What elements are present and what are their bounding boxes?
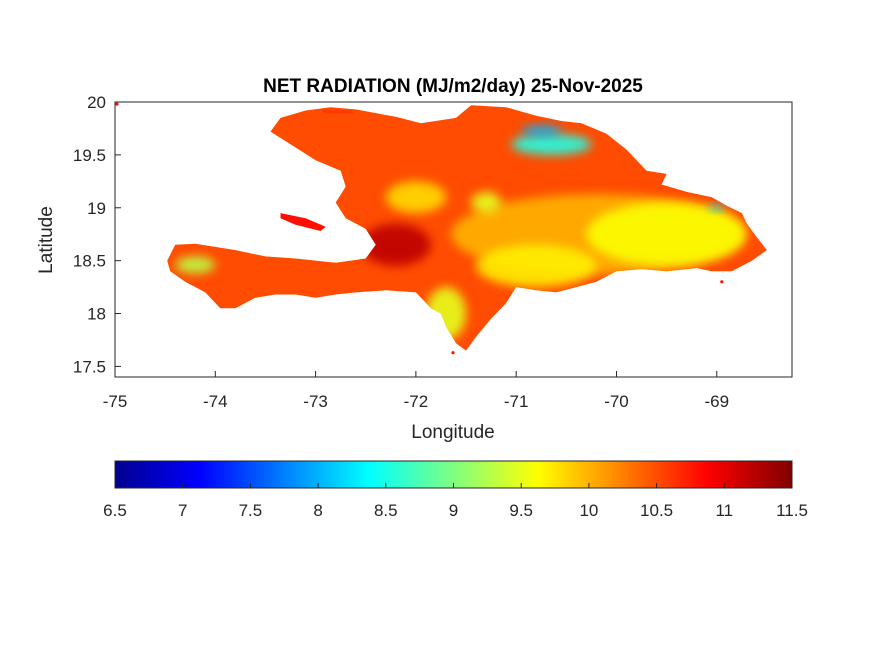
patch-8 <box>471 191 502 214</box>
colorbar-tick-label: 8.5 <box>374 501 398 520</box>
colorbar-tick-label: 6.5 <box>103 501 127 520</box>
colorbar-tick-label: 7.5 <box>239 501 263 520</box>
patch-4 <box>511 133 592 155</box>
y-axis-label: Latitude <box>36 206 57 274</box>
colorbar-tick-label: 11.5 <box>776 501 808 520</box>
region-1 <box>280 213 326 231</box>
y-tick-label: 18.5 <box>73 252 106 271</box>
plot-frame <box>114 101 793 378</box>
y-tick-label: 20 <box>87 93 106 112</box>
x-tick-label: -69 <box>704 392 729 411</box>
colorbar-tick-label: 9 <box>449 501 458 520</box>
patch-7 <box>385 181 446 214</box>
speck-1 <box>451 351 455 355</box>
speck-2 <box>720 280 724 284</box>
x-tick-label: -70 <box>604 392 629 411</box>
colorbar-tick-label: 10 <box>579 501 598 520</box>
y-axis: 17.5 18 18.5 19 19.5 20 <box>73 93 121 376</box>
region-2 <box>320 109 356 114</box>
x-tick-label: -74 <box>203 392 228 411</box>
colorbar-ticks: 6.5 7 7.5 8 8.5 9 9.5 10 10.5 11 11.5 <box>103 483 808 520</box>
heatmap-area <box>115 102 767 355</box>
patch-3 <box>425 287 467 340</box>
x-axis: -75 -74 -73 -72 -71 -70 -69 <box>103 371 729 411</box>
y-tick-label: 17.5 <box>73 357 106 376</box>
colorbar-tick-label: 9.5 <box>509 501 533 520</box>
colorbar-tick-label: 7 <box>178 501 187 520</box>
x-tick-label: -71 <box>504 392 529 411</box>
colorbar <box>114 460 793 489</box>
x-tick-label: -73 <box>303 392 328 411</box>
patch-9 <box>175 256 216 274</box>
patch-2 <box>476 244 597 288</box>
patch-1 <box>586 202 747 266</box>
y-tick-label: 19 <box>87 199 106 218</box>
speck-0 <box>115 102 119 106</box>
patch-5 <box>521 125 562 136</box>
x-tick-label: -72 <box>404 392 429 411</box>
colorbar-tick-label: 10.5 <box>640 501 673 520</box>
colorbar-tick-label: 11 <box>715 501 733 520</box>
x-tick-label: -75 <box>103 392 128 411</box>
y-tick-label: 19.5 <box>73 146 106 165</box>
x-axis-label: Longitude <box>411 422 494 443</box>
patch-6 <box>708 204 725 211</box>
colorbar-tick-label: 8 <box>313 501 322 520</box>
chart-title: NET RADIATION (MJ/m2/day) 25-Nov-2025 <box>263 76 643 97</box>
patch-group <box>175 125 747 340</box>
patch-10 <box>360 223 431 266</box>
y-tick-label: 18 <box>87 305 106 324</box>
